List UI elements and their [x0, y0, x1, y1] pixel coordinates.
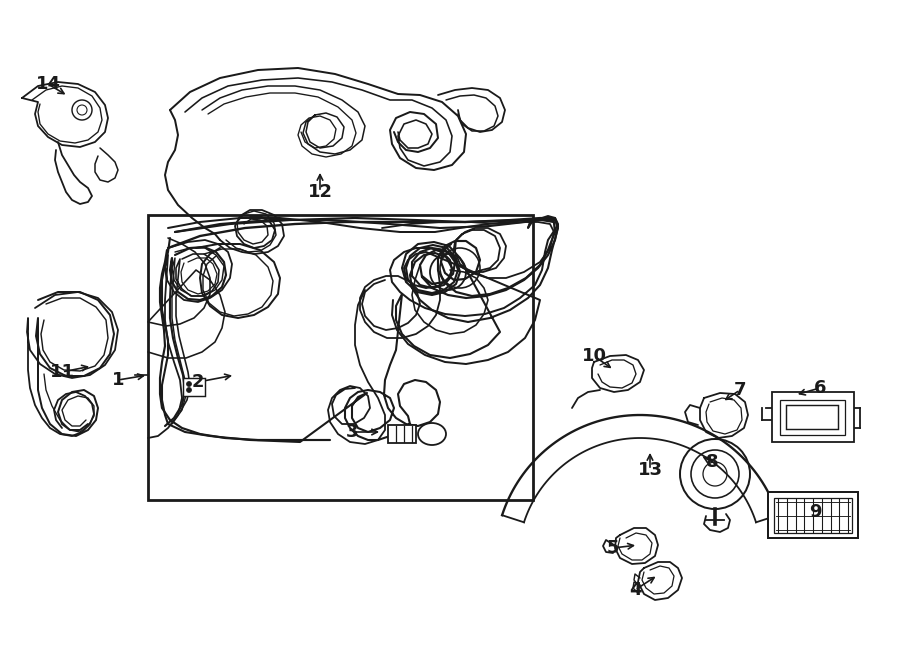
Ellipse shape — [418, 423, 446, 445]
Bar — [183, 378, 205, 396]
Bar — [774, 498, 852, 533]
Text: 4: 4 — [629, 581, 641, 599]
Text: 3: 3 — [346, 423, 358, 441]
Text: 6: 6 — [814, 379, 826, 397]
Bar — [780, 400, 845, 435]
Text: 9: 9 — [809, 503, 821, 521]
Text: 7: 7 — [734, 381, 746, 399]
Text: 1: 1 — [112, 371, 124, 389]
Text: 2: 2 — [192, 373, 204, 391]
Text: 5: 5 — [607, 539, 619, 557]
Text: 13: 13 — [637, 461, 662, 479]
Text: 11: 11 — [50, 363, 75, 381]
Bar — [772, 392, 854, 442]
Bar — [786, 405, 838, 429]
Bar — [388, 425, 416, 443]
Circle shape — [186, 381, 192, 387]
Text: 14: 14 — [35, 75, 60, 93]
Bar — [768, 492, 858, 538]
Text: 10: 10 — [581, 347, 607, 365]
Text: 8: 8 — [706, 453, 718, 471]
Text: 12: 12 — [308, 183, 332, 201]
Circle shape — [186, 387, 192, 393]
Bar — [148, 215, 533, 500]
